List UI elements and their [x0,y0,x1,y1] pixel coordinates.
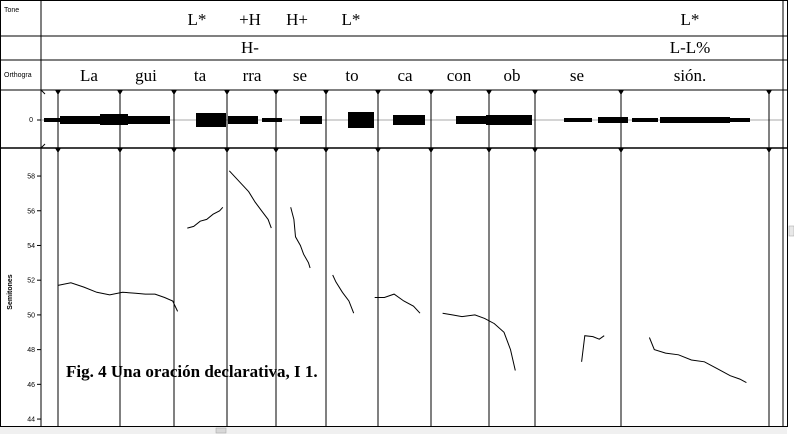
pitch-tick-label: 48 [27,347,35,354]
tone-label-l-star-2: L* [342,10,361,29]
outer-frame [0,0,788,427]
scrollbar-thumb[interactable] [215,427,227,434]
waveform-bottom-marker [40,143,46,149]
figure-caption: Fig. 4 Una oración declarativa, I 1. [66,362,318,381]
tone-label-plus-h: +H [239,10,261,29]
vertical-scroll-handle[interactable] [788,225,794,237]
pitch-tick-label: 44 [27,417,35,424]
pitch-axis-label: Semitones [7,274,14,310]
pitch-tick-label: 50 [27,312,35,319]
tone-label-h-plus: H+ [286,10,308,29]
tone-label-h-minus: H- [241,38,259,57]
pitch-contour-segment-1 [57,282,179,312]
syllable-con: con [447,66,472,85]
pitch-contour-segment-3 [228,170,272,229]
syllable-gui: gui [135,66,157,85]
syllable-la: La [80,66,98,85]
tone-label-l-star-1: L* [188,10,207,29]
pitch-contour-segment-6 [374,293,421,314]
syllable-se: se [293,66,307,85]
syllable-to: to [345,66,358,85]
pitch-contour-segment-8 [581,335,605,362]
pitch-contour-segment-4 [290,207,311,269]
pitch-tick-label: 54 [27,243,35,250]
waveform [44,112,750,128]
pitch-contours [57,170,747,384]
pitch-tick-label: 52 [27,278,35,285]
pitch-contour-segment-9 [648,337,747,384]
syllable-rra: rra [243,66,262,85]
horizontal-scrollbar[interactable] [0,427,787,434]
tone-label-l-star-3: L* [681,10,700,29]
syllable-ca: ca [397,66,413,85]
pitch-contour-segment-2 [187,206,224,229]
pitch-tick-label: 46 [27,382,35,389]
waveform-zero-label: 0 [29,117,33,124]
tier-boundaries [57,90,770,427]
syllable-ta: ta [194,66,207,85]
syllable-ob: ob [504,66,521,85]
tone-label-l-l-percent: L-L% [670,38,711,57]
syllable-se-2: se [570,66,584,85]
boundary-markers [55,90,772,153]
pitch-contour-segment-7 [442,312,516,371]
pitch-axis-ticks: 58 56 54 52 50 48 46 44 [27,174,41,424]
tone-tier-label: Tone [4,7,19,14]
pitch-contour-segment-5 [332,274,355,314]
waveform-top-marker [40,89,46,95]
ortho-tier-label: Orthogra [4,72,32,79]
pitch-tick-label: 58 [27,174,35,181]
syllable-sion: sión. [674,66,707,85]
pitch-tick-label: 56 [27,208,35,215]
